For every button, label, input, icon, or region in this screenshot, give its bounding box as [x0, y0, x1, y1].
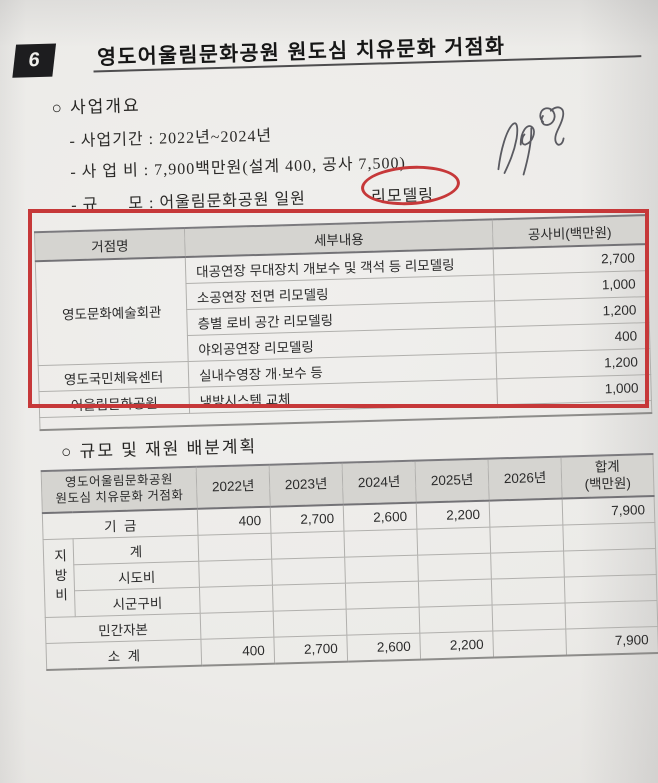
value-cell [198, 533, 272, 562]
chapter-number-box: 6 [12, 43, 57, 78]
row-label: 시군구비 [74, 587, 201, 617]
value-cell [489, 525, 564, 554]
plan-table: 영도어울림문화공원 원도심 치유문화 거점화 2022년 2023년 2024년… [41, 453, 658, 671]
col-header-cost: 공사비(백만원) [492, 215, 648, 249]
value-cell [271, 531, 345, 560]
scale-circled-word: 리모델링 [370, 187, 435, 206]
value-cell [199, 585, 274, 614]
value-cell [418, 579, 493, 608]
value-cell [490, 551, 565, 580]
year-header-2025: 2025년 [415, 458, 490, 503]
overview-heading: ○ 사업개요 [51, 96, 141, 118]
detail-table: 거점명 세부내용 공사비(백만원) 영도문화예술회관 대공연장 무대장치 개보수… [34, 214, 652, 431]
value-cell [343, 529, 418, 558]
value-cell: 7,900 [565, 626, 658, 656]
value-cell: 2,700 [273, 635, 348, 664]
row-label: 시도비 [73, 561, 200, 591]
value-cell [345, 581, 420, 610]
value-cell [346, 607, 420, 636]
plan-table-title-line2: 원도심 치유문화 거점화 [55, 488, 184, 506]
project-budget-line: - 사 업 비 : 7,900백만원(설계 400, 공사 7,500) [70, 154, 407, 182]
year-header-2023: 2023년 [269, 462, 344, 507]
value-cell: 2,200 [419, 631, 494, 660]
local-budget-group-label: 지방비 [43, 538, 76, 618]
project-period-line: - 사업기간 : 2022년~2024년 [69, 127, 273, 151]
value-cell: 2,600 [343, 502, 417, 532]
value-cell: 2,200 [416, 500, 490, 530]
value-cell [419, 605, 493, 634]
plan-heading: ○ 규모 및 재원 배분계획 [60, 437, 258, 462]
value-cell: 2,700 [270, 504, 344, 534]
value-cell [492, 629, 567, 658]
value-cell [200, 611, 274, 640]
row-label: 소 계 [45, 639, 202, 671]
value-cell [563, 548, 657, 578]
total-header: 합계 (백만원) [560, 454, 655, 499]
plan-table-title-cell: 영도어울림문화공원 원도심 치유문화 거점화 [41, 466, 198, 514]
total-header-line2: (백만원) [584, 475, 632, 492]
project-scale-line: - 규 모 : 어울림문화공원 일원 리모델링 [71, 181, 434, 215]
value-cell [492, 603, 566, 632]
value-cell: 7,900 [562, 495, 655, 526]
value-cell [271, 557, 346, 586]
value-cell [489, 498, 563, 528]
site-cell: 영도문화예술회관 [35, 256, 189, 366]
value-cell [491, 577, 566, 606]
value-cell [272, 583, 347, 612]
chapter-number: 6 [27, 48, 42, 72]
year-header-2026: 2026년 [488, 456, 563, 501]
value-cell [564, 574, 658, 604]
col-header-site: 거점명 [34, 228, 186, 262]
handwritten-mark [497, 106, 565, 176]
row-label: 계 [73, 535, 199, 565]
value-cell: 400 [197, 506, 272, 536]
value-cell [562, 522, 656, 552]
value-cell: 400 [200, 637, 275, 666]
year-header-2022: 2022년 [196, 464, 271, 509]
value-cell [417, 553, 492, 582]
value-cell: 2,600 [346, 633, 421, 662]
year-header-2024: 2024년 [342, 460, 417, 505]
value-cell [344, 555, 419, 584]
scale-prefix-text: - 규 모 : 어울림문화공원 일원 [71, 190, 312, 215]
value-cell [416, 527, 491, 556]
value-cell [273, 609, 347, 638]
value-cell [198, 559, 273, 588]
value-cell [565, 600, 658, 630]
